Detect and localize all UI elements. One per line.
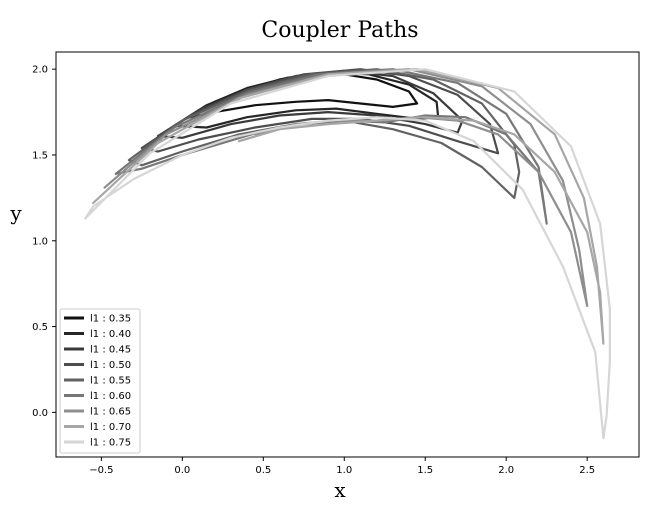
series-line-6: [103, 68, 589, 308]
series-line-3: [140, 68, 500, 155]
x-tick-label: 1.5: [417, 465, 433, 476]
y-axis-label: y: [9, 201, 22, 225]
plot-frame: [55, 51, 640, 458]
legend-label: l1 : 0.60: [90, 391, 131, 402]
y-tick-label: 2.0: [32, 65, 48, 76]
x-tick-label: 0.0: [174, 465, 190, 476]
legend-label: l1 : 0.40: [90, 329, 131, 340]
legend-label: l1 : 0.35: [90, 314, 131, 325]
series-layer: [84, 68, 612, 440]
x-axis-ticks: −0.5 0.0 0.5 1.0 1.5 2.0 2.5: [89, 457, 595, 476]
series-line-1: [173, 71, 440, 129]
y-tick-label: 0.5: [32, 322, 48, 333]
legend-label: l1 : 0.50: [90, 360, 131, 371]
series-line-5: [114, 68, 548, 225]
legend: l1 : 0.35 l1 : 0.40 l1 : 0.45 l1 : 0.50 l1 :…: [59, 308, 141, 454]
x-tick-label: 2.5: [579, 465, 595, 476]
x-tick-label: 0.5: [255, 465, 271, 476]
legend-label: l1 : 0.65: [90, 407, 131, 418]
series-line-8: [84, 68, 612, 440]
x-tick-label: 2.0: [498, 465, 514, 476]
legend-label: l1 : 0.55: [90, 376, 131, 387]
x-tick-label: 1.0: [336, 465, 352, 476]
chart-title: Coupler Paths: [261, 18, 418, 43]
y-axis-ticks: 0.0 0.5 1.0 1.5 2.0: [32, 65, 56, 419]
legend-label: l1 : 0.75: [90, 438, 131, 449]
y-tick-label: 0.0: [32, 408, 48, 419]
legend-label: l1 : 0.70: [90, 422, 131, 433]
series-line-4: [127, 68, 521, 199]
series-line-7: [92, 68, 605, 345]
y-tick-label: 1.0: [32, 236, 48, 247]
y-tick-label: 1.5: [32, 150, 48, 161]
legend-label: l1 : 0.45: [90, 345, 131, 356]
x-axis-label: x: [334, 478, 346, 502]
legend-box: [59, 308, 141, 454]
x-tick-label: −0.5: [89, 465, 113, 476]
